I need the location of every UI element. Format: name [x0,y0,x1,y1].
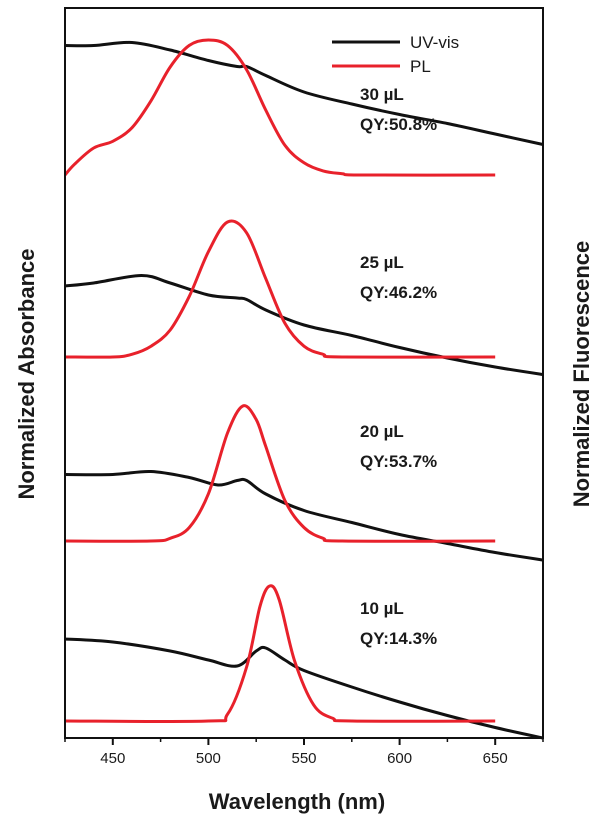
legend-label-uvvis: UV-vis [410,33,459,52]
plot-frame [64,7,544,739]
pl-curve-3 [64,404,496,543]
y-axis-title-right: Normalized Fluorescence [569,241,594,508]
axes-layer [64,7,544,739]
panel-qy-label: QY:46.2% [360,283,437,302]
curve-layer [63,38,544,740]
uvvis-curve-1 [64,40,544,146]
panel-amount-label: 25 µL [360,253,404,272]
panel-amount-label: 30 µL [360,85,404,104]
uvvis-curve-3 [64,469,544,562]
panel-qy-label: QY:14.3% [360,629,437,648]
panel-amount-label: 20 µL [360,422,404,441]
uvvis-curve-4 [64,637,544,740]
legend: UV-vis PL [332,33,459,76]
annotation-layer: 30 µL QY:50.8% 25 µL QY:46.2% 20 µL QY:53.7% 1… [360,85,437,648]
uvvis-curve-2 [64,274,544,376]
panel-qy-label: QY:50.8% [360,115,437,134]
legend-label-pl: PL [410,57,431,76]
x-tick-label: 500 [196,750,221,767]
pl-curve-2 [64,219,496,359]
x-tick-label: 450 [100,750,125,767]
tick-layer: 450 500 550 600 650 [64,738,544,767]
x-axis-title: Wavelength (nm) [209,789,385,814]
panel-qy-label: QY:53.7% [360,452,437,471]
x-tick-label: 600 [387,750,412,767]
pl-curve-1 [63,38,496,177]
y-axis-title-left: Normalized Absorbance [14,248,39,499]
panel-amount-label: 10 µL [360,599,404,618]
pl-curve-4 [64,584,496,723]
x-tick-label: 650 [483,750,508,767]
x-tick-label: 550 [291,750,316,767]
